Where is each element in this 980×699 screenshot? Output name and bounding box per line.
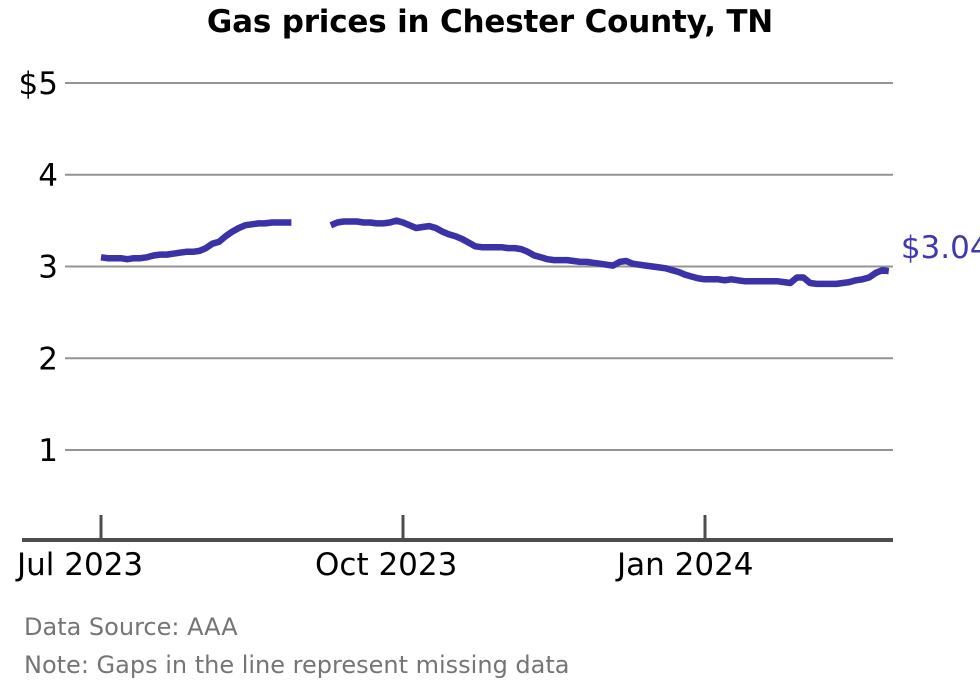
y-tick-label: 2 bbox=[38, 341, 58, 377]
end-value-label: $3.04 bbox=[901, 230, 980, 266]
end-value-label-group: $3.04 bbox=[901, 230, 980, 266]
y-tick-label: 1 bbox=[38, 433, 58, 469]
y-tick-label: 3 bbox=[38, 250, 58, 286]
x-tick-label: Jul 2023 bbox=[15, 547, 143, 583]
x-tick-label: Oct 2023 bbox=[315, 547, 457, 583]
y-tick-label: $5 bbox=[19, 66, 58, 102]
x-tick-label-group: Jul 2023 Oct 2023 Jan 2024 bbox=[15, 547, 754, 583]
footnote-note: Note: Gaps in the line represent missing… bbox=[24, 651, 570, 679]
footnote-data-source: Data Source: AAA bbox=[24, 613, 238, 641]
x-tick-label: Jan 2024 bbox=[615, 547, 754, 583]
y-tick-label: 4 bbox=[38, 158, 58, 194]
data-series-line bbox=[100, 217, 890, 288]
series-line-segment bbox=[329, 217, 890, 288]
page-title: Gas prices in Chester County, TN bbox=[206, 4, 774, 40]
gridlines bbox=[65, 82, 893, 451]
y-tick-label-group: $5 4 3 2 1 bbox=[19, 66, 58, 469]
series-line-segment bbox=[100, 219, 292, 263]
x-axis-line-group bbox=[22, 515, 893, 542]
